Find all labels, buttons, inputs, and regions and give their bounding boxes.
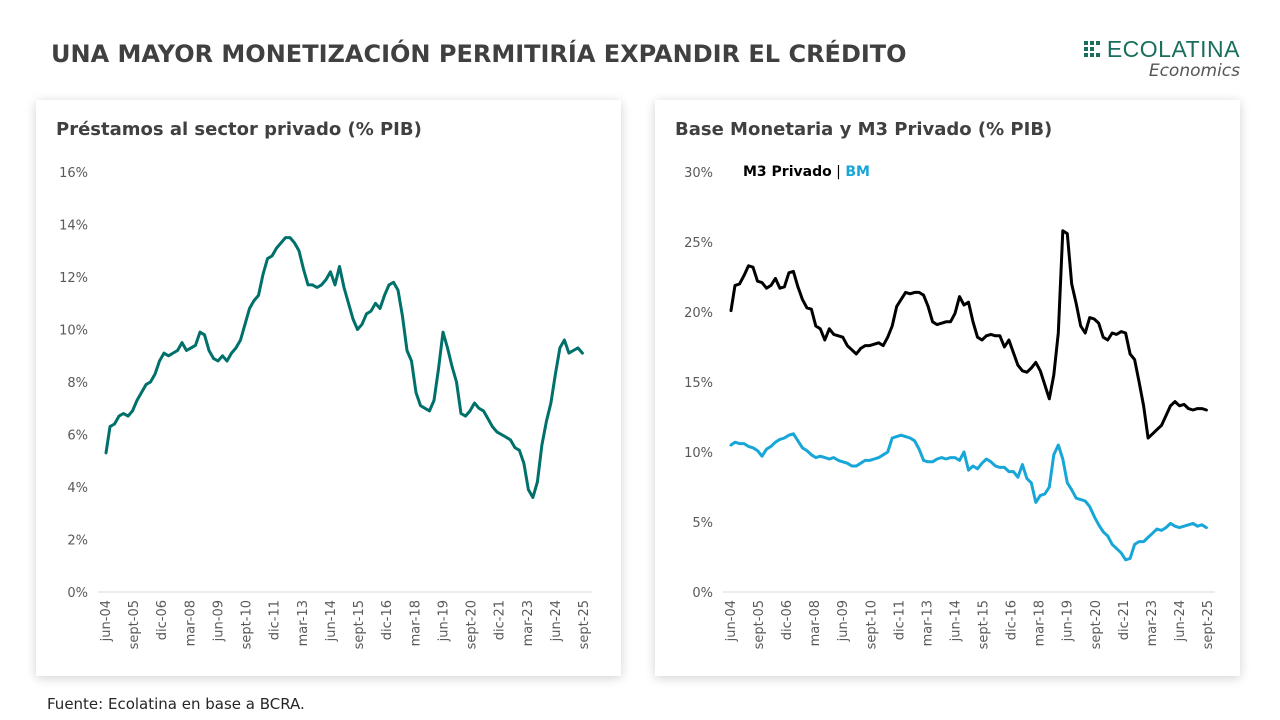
x-tick-label: jun-09: [211, 600, 226, 642]
y-tick-label: 14%: [59, 219, 88, 234]
y-tick-label: 16%: [59, 166, 88, 181]
x-tick-label: mar-08: [808, 600, 823, 646]
x-tick-label: sept-25: [577, 600, 592, 649]
x-tick-label: sept-10: [240, 600, 255, 649]
source-note: Fuente: Ecolatina en base a BCRA.: [47, 695, 305, 713]
legend-bm: BM: [845, 164, 870, 180]
grid-dots-icon: [1083, 41, 1102, 57]
x-tick-label: sept-05: [127, 600, 142, 649]
y-tick-label: 6%: [67, 429, 88, 444]
x-tick-label: jun-24: [1173, 600, 1188, 642]
x-tick-label: sept-25: [1201, 600, 1216, 649]
y-tick-label: 15%: [684, 376, 713, 391]
x-tick-label: jun-14: [948, 600, 963, 642]
x-tick-label: dic-16: [1005, 600, 1020, 640]
money-chart-card: Base Monetaria y M3 Privado (% PIB) M3 P…: [655, 100, 1240, 676]
y-tick-label: 12%: [59, 271, 88, 286]
x-tick-label: sept-20: [1089, 600, 1104, 649]
x-tick-label: dic-06: [155, 600, 170, 640]
legend-m3-privado: M3 Privado: [743, 164, 832, 180]
x-tick-label: mar-13: [296, 600, 311, 646]
series-line-bm: [729, 432, 1208, 562]
legend-separator: |: [831, 164, 846, 180]
y-tick-label: 4%: [67, 481, 88, 496]
x-tick-label: dic-06: [780, 600, 795, 640]
x-tick-label: sept-20: [465, 600, 480, 649]
chart-legend: M3 Privado | BM: [743, 164, 870, 180]
x-tick-label: dic-11: [268, 600, 283, 640]
ecolatina-logo: ECOLATINA Economics: [1050, 38, 1240, 88]
series-line-pr-stamos-al-sector-privado: [104, 236, 584, 499]
x-tick-label: sept-05: [752, 600, 767, 649]
series-line-m3-privado: [729, 229, 1208, 440]
x-tick-label: jun-24: [549, 600, 564, 642]
money-chart: 0% 5% 10% 15% 20% 25% 30% jun-04 sept-05 dic-06 ma…: [684, 166, 1216, 649]
x-tick-label: jun-04: [724, 600, 739, 642]
money-chart-title: Base Monetaria y M3 Privado (% PIB): [675, 119, 1053, 140]
x-tick-label: dic-21: [1117, 600, 1132, 640]
logo-subtitle: Economics: [1148, 61, 1240, 81]
y-tick-label: 0%: [67, 586, 88, 601]
x-tick-label: jun-19: [1061, 600, 1076, 642]
y-tick-label: 10%: [684, 446, 713, 461]
y-tick-label: 0%: [692, 586, 713, 601]
x-tick-label: jun-14: [324, 600, 339, 642]
x-tick-label: mar-23: [1145, 600, 1160, 646]
logo-name: ECOLATINA: [1106, 36, 1240, 62]
loans-chart-title: Préstamos al sector privado (% PIB): [56, 119, 422, 140]
loans-chart-card: Préstamos al sector privado (% PIB) 0% 2%…: [36, 100, 621, 676]
x-tick-label: mar-18: [408, 600, 423, 646]
x-tick-label: jun-09: [836, 600, 851, 642]
x-tick-label: sept-15: [977, 600, 992, 649]
x-tick-label: dic-16: [380, 600, 395, 640]
y-tick-label: 25%: [684, 236, 713, 251]
x-tick-label: sept-10: [864, 600, 879, 649]
y-tick-label: 5%: [692, 516, 713, 531]
y-tick-label: 2%: [67, 534, 88, 549]
x-tick-label: mar-08: [183, 600, 198, 646]
x-tick-label: mar-23: [521, 600, 536, 646]
x-tick-label: jun-04: [99, 600, 114, 642]
loans-chart: 0% 2% 4% 6% 8% 10% 12% 14% 16% jun-04 sept-05 dic-0…: [59, 166, 592, 649]
y-tick-label: 8%: [67, 376, 88, 391]
x-tick-label: sept-15: [352, 600, 367, 649]
x-tick-label: dic-21: [493, 600, 508, 640]
y-tick-label: 30%: [684, 166, 713, 181]
x-tick-label: jun-19: [436, 600, 451, 642]
y-tick-label: 20%: [684, 306, 713, 321]
y-tick-label: 10%: [59, 324, 88, 339]
x-tick-label: dic-11: [892, 600, 907, 640]
x-tick-label: mar-18: [1033, 600, 1048, 646]
page-title: UNA MAYOR MONETIZACIÓN PERMITIRÍA EXPAND…: [51, 40, 907, 68]
x-tick-label: mar-13: [920, 600, 935, 646]
